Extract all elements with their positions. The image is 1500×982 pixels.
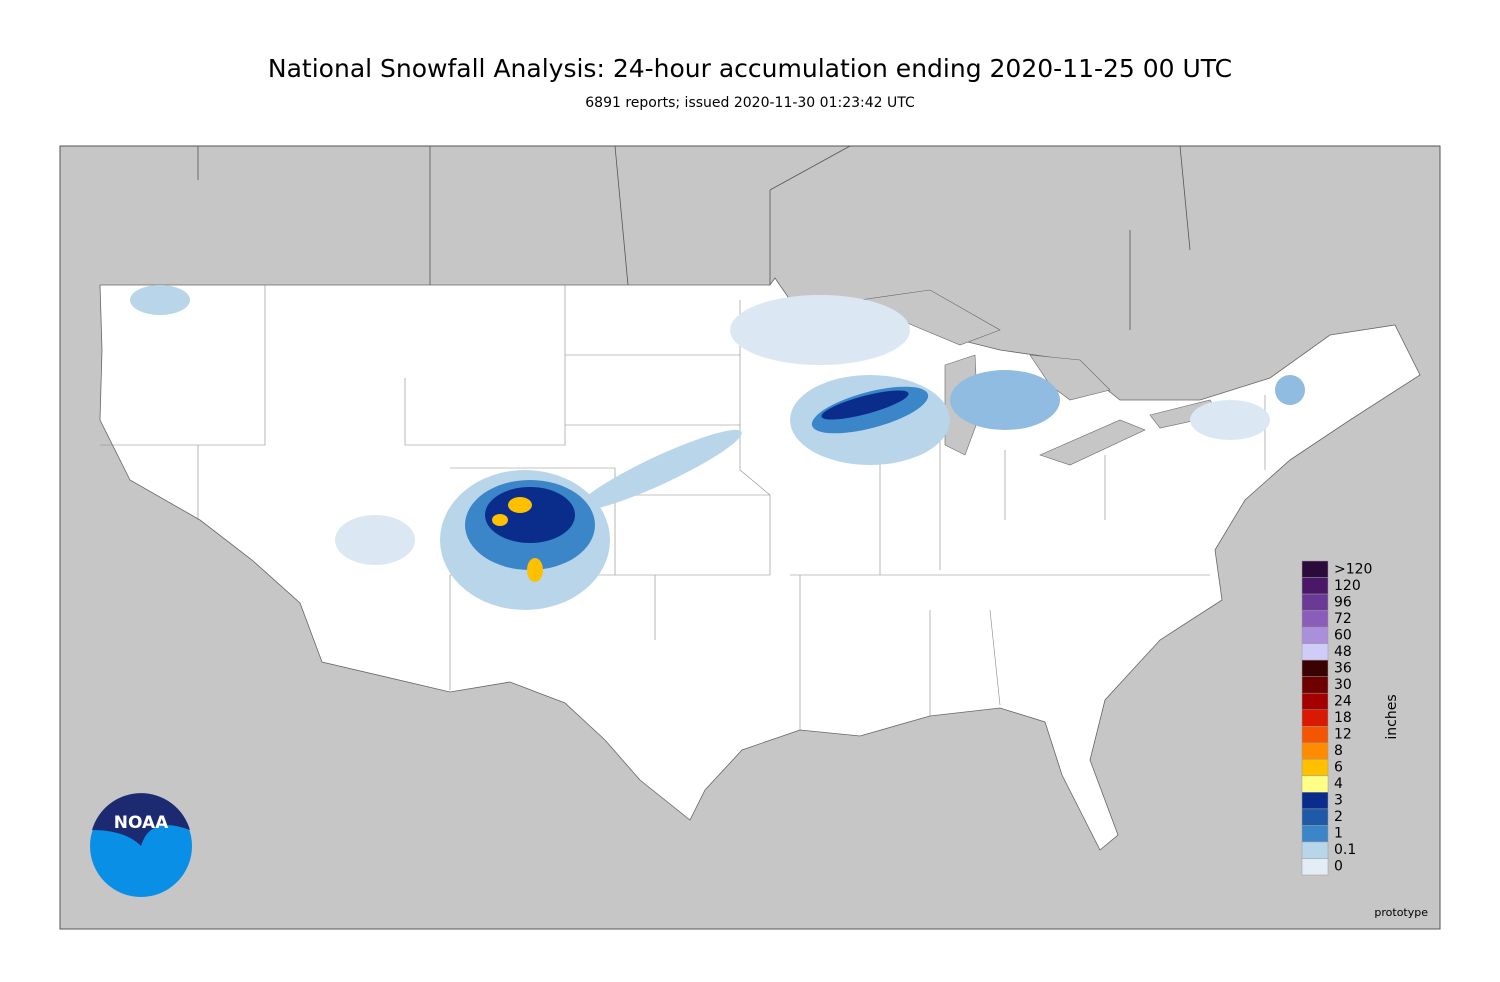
colorbar-swatch xyxy=(1301,709,1329,727)
colorbar-label: 4 xyxy=(1334,776,1343,792)
colorbar-label: 24 xyxy=(1334,693,1352,709)
colorbar-label: 30 xyxy=(1334,677,1352,693)
colorbar-swatch xyxy=(1301,808,1329,826)
colorbar-label: 6 xyxy=(1334,760,1343,776)
colorbar-swatch xyxy=(1301,775,1329,793)
logo-text: NOAA xyxy=(114,813,169,833)
colorbar-swatch xyxy=(1301,692,1329,710)
colorbar-swatch xyxy=(1301,560,1329,578)
colorbar-swatch xyxy=(1301,825,1329,843)
colorbar-label: 0 xyxy=(1334,859,1343,875)
colorbar-swatch xyxy=(1301,792,1329,810)
colorbar-swatch xyxy=(1301,858,1329,876)
colorbar-label: >120 xyxy=(1334,561,1372,577)
colorbar-label: 48 xyxy=(1334,644,1352,660)
map-subtitle: 6891 reports; issued 2020-11-30 01:23:42… xyxy=(585,95,915,111)
colorbar-swatch xyxy=(1301,841,1329,859)
snowfall-field xyxy=(130,285,1305,610)
state-lines xyxy=(100,285,1266,730)
map-title: National Snowfall Analysis: 24-hour accu… xyxy=(268,54,1232,83)
colorbar-label: 2 xyxy=(1334,809,1343,825)
colorbar-swatch xyxy=(1301,593,1329,611)
colorbar-swatch xyxy=(1301,610,1329,628)
colorbar-swatch xyxy=(1301,643,1329,661)
colorbar-swatch xyxy=(1301,659,1329,677)
borders xyxy=(197,145,1191,330)
colorbar-label: 72 xyxy=(1334,611,1352,627)
colorbar-label: 0.1 xyxy=(1334,842,1356,858)
noaa-logo: NOAA xyxy=(90,793,192,897)
legend-title: inches xyxy=(1384,694,1400,739)
colorbar-label: 120 xyxy=(1334,578,1361,594)
colorbar-label: 96 xyxy=(1334,594,1352,610)
colorbar-swatch xyxy=(1301,759,1329,777)
colorbar-label: 8 xyxy=(1334,743,1343,759)
colorbar-swatch xyxy=(1301,742,1329,760)
colorbar-label: 36 xyxy=(1334,660,1352,676)
colorbar-swatch xyxy=(1301,676,1329,694)
colorbar-swatch xyxy=(1301,577,1329,595)
colorbar-swatch xyxy=(1301,626,1329,644)
colorbar-swatch xyxy=(1301,726,1329,744)
prototype-note: prototype xyxy=(1374,906,1428,919)
colorbar-label: 12 xyxy=(1334,727,1352,743)
colorbar-label: 1 xyxy=(1334,826,1343,842)
colorbar-label: 18 xyxy=(1334,710,1352,726)
colorbar-label: 3 xyxy=(1334,793,1343,809)
colorbar-label: 60 xyxy=(1334,627,1352,643)
